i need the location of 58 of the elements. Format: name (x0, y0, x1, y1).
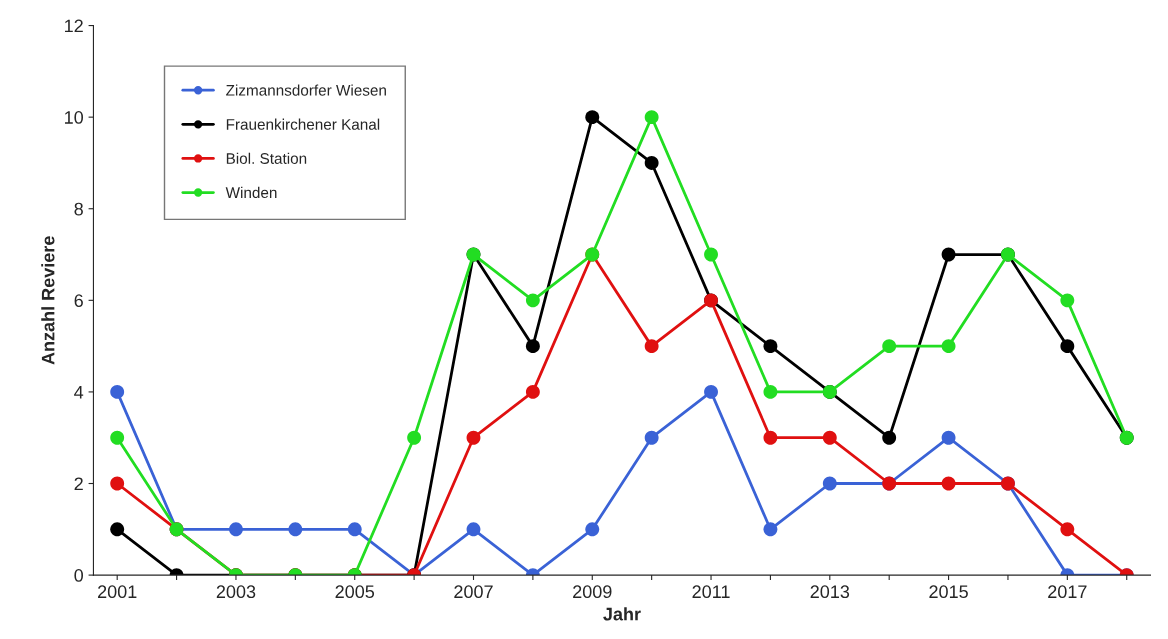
y-tick-label: 10 (65, 111, 84, 124)
x-axis-title: Jahr (603, 607, 641, 621)
y-tick-label: 12 (65, 19, 83, 33)
y-tick-label: 4 (74, 386, 84, 399)
point (1060, 339, 1075, 354)
y-tick-label: 8 (74, 202, 83, 216)
point (941, 247, 956, 262)
point (941, 339, 956, 354)
x-tick-label: 2011 (692, 585, 730, 599)
point (941, 476, 956, 491)
point (525, 339, 540, 354)
x-tick-label: 2009 (573, 585, 612, 599)
point (704, 384, 718, 399)
point (466, 430, 481, 445)
point (110, 430, 125, 445)
point (763, 339, 778, 354)
point (644, 339, 659, 354)
legend-label: Winden (225, 186, 277, 199)
point (704, 247, 718, 262)
point (229, 522, 243, 537)
point (110, 384, 125, 399)
y-tick-label: 2 (74, 477, 83, 491)
point (525, 293, 540, 308)
point (585, 110, 600, 125)
point (822, 430, 837, 445)
point (585, 522, 600, 537)
point (525, 384, 540, 399)
legend-label: Zizmannsdorfer Wiesen (226, 84, 386, 96)
point (110, 522, 125, 537)
point (466, 522, 481, 537)
x-tick-label: 2003 (216, 585, 256, 599)
point (644, 110, 659, 125)
point (763, 430, 778, 445)
x-tick-label: 2007 (454, 585, 493, 599)
point (1060, 293, 1075, 308)
legend-label: Biol. Station (226, 152, 307, 164)
x-tick-label: 2017 (1048, 585, 1087, 599)
point (644, 430, 659, 445)
y-tick-label: 0 (74, 569, 84, 582)
point (763, 384, 778, 399)
point (644, 156, 659, 170)
y-axis-title: Anzahl Reviere (41, 236, 55, 365)
point (407, 430, 422, 445)
point (882, 430, 897, 445)
x-tick-label: 2005 (335, 585, 375, 599)
y-tick-label: 6 (74, 294, 83, 308)
point (110, 476, 125, 491)
point (941, 430, 956, 445)
point (763, 522, 778, 537)
point (822, 476, 837, 491)
point (288, 522, 303, 537)
x-tick-label: 2013 (810, 585, 850, 599)
point (882, 339, 897, 354)
legend-label: Frauenkirchener Kanal (226, 118, 380, 130)
point (1060, 522, 1075, 537)
x-tick-label: 2015 (929, 585, 968, 599)
point (347, 522, 362, 537)
x-tick-label: 2001 (98, 585, 137, 599)
